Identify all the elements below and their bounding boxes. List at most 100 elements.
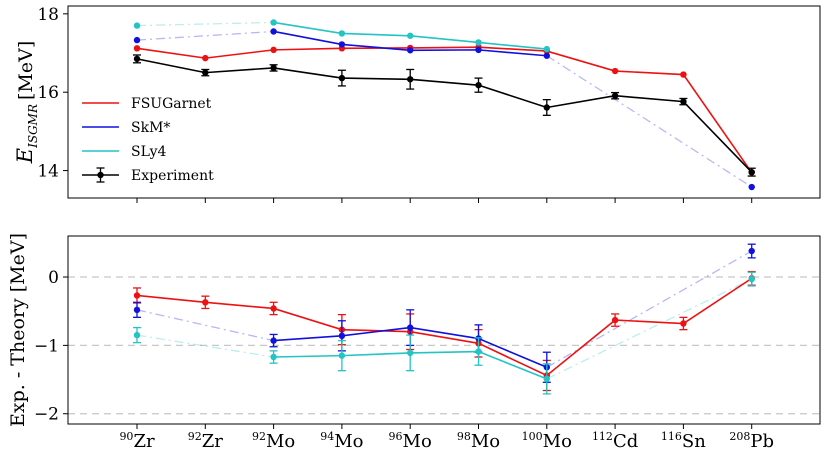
x-tick-element: Mo [403, 431, 432, 452]
x-tick-mass-number: 92 [252, 430, 266, 443]
x-tick-label-94mo: 94Mo [320, 430, 363, 452]
y-label-subscript: ISGMR [26, 104, 40, 149]
top-point-sly4 [407, 32, 414, 39]
x-tick-label-116sn: 116Sn [661, 430, 706, 452]
bottom-point-sly4 [748, 275, 755, 283]
bottom-point-fsugarnet [202, 299, 209, 306]
y-label-unit: [MeV] [15, 41, 37, 100]
top-point-fsugarnet [680, 71, 687, 78]
x-tick-element: Zr [202, 431, 224, 452]
top-panel-frame [67, 5, 821, 199]
legend-label-skm: SkM* [131, 120, 170, 136]
top-point-skm [407, 47, 414, 54]
legend-label-experiment: Experiment [131, 168, 214, 184]
x-tick-mass-number: 100 [522, 430, 543, 443]
bottom-point-sly4 [133, 331, 141, 339]
x-tick-mass-number: 98 [457, 430, 471, 443]
x-tick-element: Mo [471, 431, 500, 452]
top-y-axis-label: EISGMR [MeV] [13, 41, 40, 164]
x-tick-label-208pb: 208Pb [729, 430, 774, 452]
top-point-experiment [475, 81, 482, 89]
bottom-point-sly4 [475, 348, 482, 355]
legend-label-sly4: SLy4 [131, 144, 167, 160]
x-tick-label-100mo: 100Mo [522, 430, 572, 452]
bottom-y-tick-label: −2 [34, 405, 59, 425]
bottom-point-sly4 [270, 353, 277, 361]
bottom-point-fsugarnet [680, 320, 687, 327]
top-point-skm [543, 52, 550, 59]
top-point-fsugarnet [133, 45, 141, 52]
bottom-point-skm [133, 306, 141, 314]
top-series-line-fsugarnet [136, 46, 753, 173]
top-y-tick-label: 18 [37, 5, 59, 25]
top-point-experiment [680, 98, 687, 105]
bottom-point-fsugarnet [270, 305, 277, 312]
top-point-sly4 [475, 39, 482, 46]
top-point-fsugarnet [202, 54, 209, 62]
bottom-y-tick-label: 0 [48, 268, 59, 288]
bottom-point-skm [338, 332, 346, 340]
x-tick-mass-number: 92 [188, 430, 202, 443]
x-tick-mass-number: 208 [729, 430, 750, 443]
x-tick-mass-number: 90 [119, 430, 133, 443]
x-tick-label-96mo: 96Mo [389, 430, 432, 452]
x-tick-label-92zr: 92Zr [188, 430, 224, 452]
top-point-experiment [338, 74, 346, 82]
top-y-tick-label: 14 [37, 162, 59, 182]
bottom-y-tick-label: −1 [34, 336, 59, 356]
top-point-skm [133, 36, 141, 44]
bottom-point-skm [407, 324, 414, 331]
bottom-panel-frame [67, 235, 821, 425]
top-point-experiment [202, 69, 209, 76]
top-y-tick-label: 16 [37, 83, 59, 103]
top-gap-connector-sly4 [136, 21, 274, 27]
top-point-experiment [611, 92, 619, 99]
top-point-experiment [748, 168, 755, 176]
top-point-fsugarnet [611, 67, 619, 75]
top-gap-connector-skm [546, 55, 753, 188]
x-tick-element: Sn [682, 431, 706, 452]
top-point-sly4 [270, 19, 277, 26]
bottom-series-line-fsugarnet [136, 277, 753, 377]
top-gap-connector-skm [136, 30, 274, 41]
x-tick-mass-number: 116 [661, 430, 682, 443]
x-tick-label-98mo: 98Mo [457, 430, 500, 452]
top-point-sly4 [133, 22, 141, 29]
bottom-gap-connector-skm [136, 309, 274, 342]
bottom-gap-connector-sly4 [546, 278, 752, 380]
x-tick-mass-number: 94 [320, 430, 334, 443]
top-point-fsugarnet [270, 46, 277, 54]
x-tick-element: Pb [750, 431, 774, 452]
x-tick-label-92mo: 92Mo [252, 430, 295, 452]
bottom-point-sly4 [543, 375, 550, 383]
top-point-experiment [543, 104, 550, 111]
top-point-skm [475, 46, 482, 54]
x-tick-element: Mo [266, 431, 295, 452]
x-tick-element: Mo [543, 431, 572, 452]
bottom-gap-connector-sly4 [136, 334, 274, 358]
x-tick-mass-number: 112 [592, 430, 613, 443]
x-tick-element: Mo [334, 431, 363, 452]
x-tick-element: Zr [133, 431, 155, 452]
x-tick-label-90zr: 90Zr [119, 430, 155, 452]
bottom-point-skm [748, 247, 755, 255]
x-tick-mass-number: 96 [389, 430, 403, 443]
bottom-point-sly4 [407, 349, 414, 357]
bottom-y-axis-label: Exp. - Theory [MeV] [7, 233, 29, 427]
top-point-experiment [407, 76, 414, 83]
y-label-symbol: E [13, 148, 37, 164]
top-point-skm [748, 183, 755, 191]
bottom-point-fsugarnet [611, 316, 619, 324]
top-point-sly4 [543, 45, 550, 53]
bottom-point-sly4 [338, 352, 346, 359]
top-point-skm [270, 28, 277, 35]
top-point-experiment [270, 64, 277, 72]
top-point-experiment [133, 55, 141, 63]
top-point-skm [338, 41, 346, 48]
top-series-line-experiment [136, 58, 753, 173]
bottom-point-fsugarnet [133, 292, 141, 299]
legend-label-fsugarnet: FSUGarnet [131, 96, 212, 112]
x-tick-label-112cd: 112Cd [592, 430, 638, 452]
bottom-point-skm [270, 337, 277, 344]
